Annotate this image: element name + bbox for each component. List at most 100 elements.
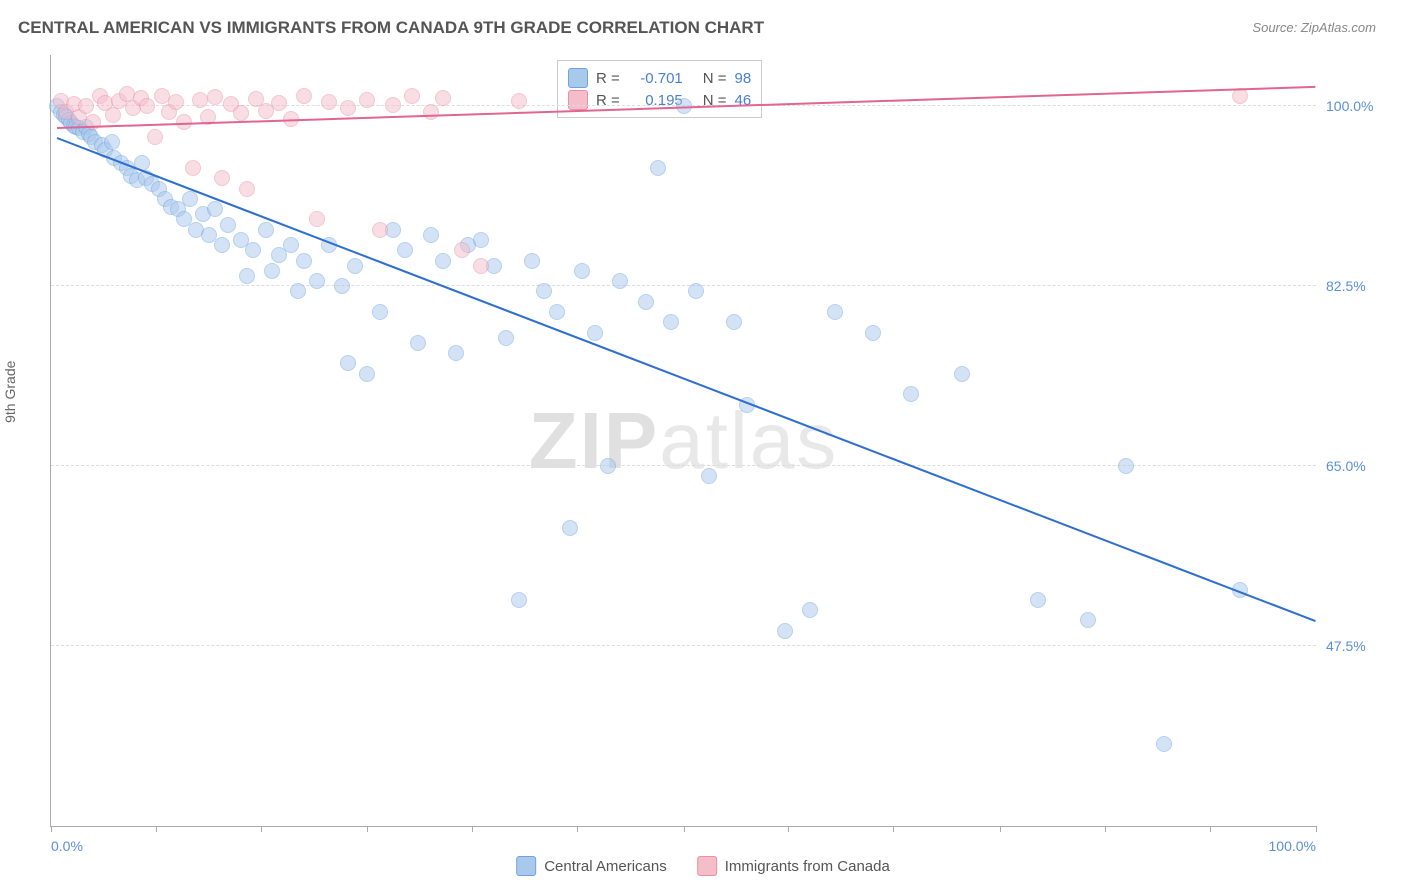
gridline bbox=[51, 285, 1316, 286]
scatter-point bbox=[372, 304, 388, 320]
x-tick-mark bbox=[684, 826, 685, 832]
scatter-point bbox=[473, 258, 489, 274]
r-value: -0.701 bbox=[628, 70, 683, 87]
scatter-point bbox=[511, 592, 527, 608]
x-tick-mark bbox=[261, 826, 262, 832]
legend-series-name: Central Americans bbox=[544, 858, 667, 875]
scatter-point bbox=[903, 386, 919, 402]
legend-series-name: Immigrants from Canada bbox=[725, 858, 890, 875]
n-value: 98 bbox=[735, 70, 752, 87]
scatter-point bbox=[214, 170, 230, 186]
scatter-point bbox=[410, 335, 426, 351]
scatter-point bbox=[574, 263, 590, 279]
scatter-point bbox=[207, 89, 223, 105]
scatter-point bbox=[638, 294, 654, 310]
scatter-point bbox=[220, 217, 236, 233]
legend-item: Immigrants from Canada bbox=[697, 856, 890, 876]
scatter-point bbox=[309, 273, 325, 289]
scatter-point bbox=[1118, 458, 1134, 474]
scatter-point bbox=[78, 98, 94, 114]
scatter-point bbox=[1156, 736, 1172, 752]
legend-swatch bbox=[568, 68, 588, 88]
y-axis-label: 9th Grade bbox=[2, 361, 18, 423]
legend-item: Central Americans bbox=[516, 856, 667, 876]
scatter-point bbox=[321, 94, 337, 110]
scatter-point bbox=[688, 283, 704, 299]
x-tick-label: 100.0% bbox=[1269, 838, 1316, 854]
scatter-point bbox=[701, 468, 717, 484]
scatter-point bbox=[264, 263, 280, 279]
x-tick-label: 0.0% bbox=[51, 838, 83, 854]
scatter-point bbox=[726, 314, 742, 330]
scatter-point bbox=[536, 283, 552, 299]
watermark-bold: ZIP bbox=[529, 396, 659, 485]
chart-title: CENTRAL AMERICAN VS IMMIGRANTS FROM CANA… bbox=[18, 18, 764, 38]
scatter-point bbox=[182, 191, 198, 207]
legend-swatch bbox=[568, 90, 588, 110]
scatter-point bbox=[498, 330, 514, 346]
scatter-point bbox=[334, 278, 350, 294]
scatter-point bbox=[258, 222, 274, 238]
scatter-point bbox=[296, 253, 312, 269]
scatter-point bbox=[139, 98, 155, 114]
trend-line bbox=[57, 137, 1316, 622]
scatter-point bbox=[435, 253, 451, 269]
scatter-point bbox=[397, 242, 413, 258]
scatter-point bbox=[214, 237, 230, 253]
scatter-point bbox=[650, 160, 666, 176]
scatter-point bbox=[600, 458, 616, 474]
chart-plot-area: ZIPatlas R =-0.701N =98R =0.195N =46 47.… bbox=[50, 55, 1316, 827]
scatter-point bbox=[1080, 612, 1096, 628]
x-tick-mark bbox=[1210, 826, 1211, 832]
scatter-point bbox=[777, 623, 793, 639]
scatter-point bbox=[423, 227, 439, 243]
scatter-point bbox=[233, 105, 249, 121]
scatter-point bbox=[423, 104, 439, 120]
x-tick-mark bbox=[472, 826, 473, 832]
y-tick-label: 100.0% bbox=[1326, 98, 1391, 114]
scatter-point bbox=[865, 325, 881, 341]
x-tick-mark bbox=[51, 826, 52, 832]
source-prefix: Source: bbox=[1252, 20, 1297, 35]
scatter-point bbox=[104, 134, 120, 150]
scatter-point bbox=[192, 92, 208, 108]
scatter-point bbox=[454, 242, 470, 258]
gridline bbox=[51, 645, 1316, 646]
scatter-point bbox=[296, 88, 312, 104]
scatter-point bbox=[359, 366, 375, 382]
scatter-point bbox=[587, 325, 603, 341]
scatter-point bbox=[239, 268, 255, 284]
x-tick-mark bbox=[367, 826, 368, 832]
legend-swatch bbox=[697, 856, 717, 876]
scatter-point bbox=[340, 355, 356, 371]
scatter-point bbox=[802, 602, 818, 618]
x-tick-mark bbox=[577, 826, 578, 832]
scatter-point bbox=[168, 94, 184, 110]
scatter-point bbox=[612, 273, 628, 289]
scatter-point bbox=[239, 181, 255, 197]
scatter-point bbox=[147, 129, 163, 145]
legend-row: R =-0.701N =98 bbox=[568, 68, 751, 88]
scatter-point bbox=[473, 232, 489, 248]
watermark: ZIPatlas bbox=[529, 395, 838, 487]
scatter-point bbox=[385, 97, 401, 113]
y-tick-label: 47.5% bbox=[1326, 638, 1391, 654]
scatter-point bbox=[283, 237, 299, 253]
scatter-point bbox=[185, 160, 201, 176]
scatter-point bbox=[359, 92, 375, 108]
source-link[interactable]: ZipAtlas.com bbox=[1301, 20, 1376, 35]
scatter-point bbox=[404, 88, 420, 104]
scatter-point bbox=[347, 258, 363, 274]
source-label: Source: ZipAtlas.com bbox=[1252, 20, 1376, 35]
scatter-point bbox=[309, 211, 325, 227]
x-tick-mark bbox=[788, 826, 789, 832]
x-tick-mark bbox=[156, 826, 157, 832]
scatter-point bbox=[271, 95, 287, 111]
x-tick-mark bbox=[1000, 826, 1001, 832]
scatter-point bbox=[340, 100, 356, 116]
scatter-point bbox=[435, 90, 451, 106]
legend-swatch bbox=[516, 856, 536, 876]
scatter-point bbox=[827, 304, 843, 320]
x-tick-mark bbox=[1316, 826, 1317, 832]
scatter-point bbox=[1030, 592, 1046, 608]
